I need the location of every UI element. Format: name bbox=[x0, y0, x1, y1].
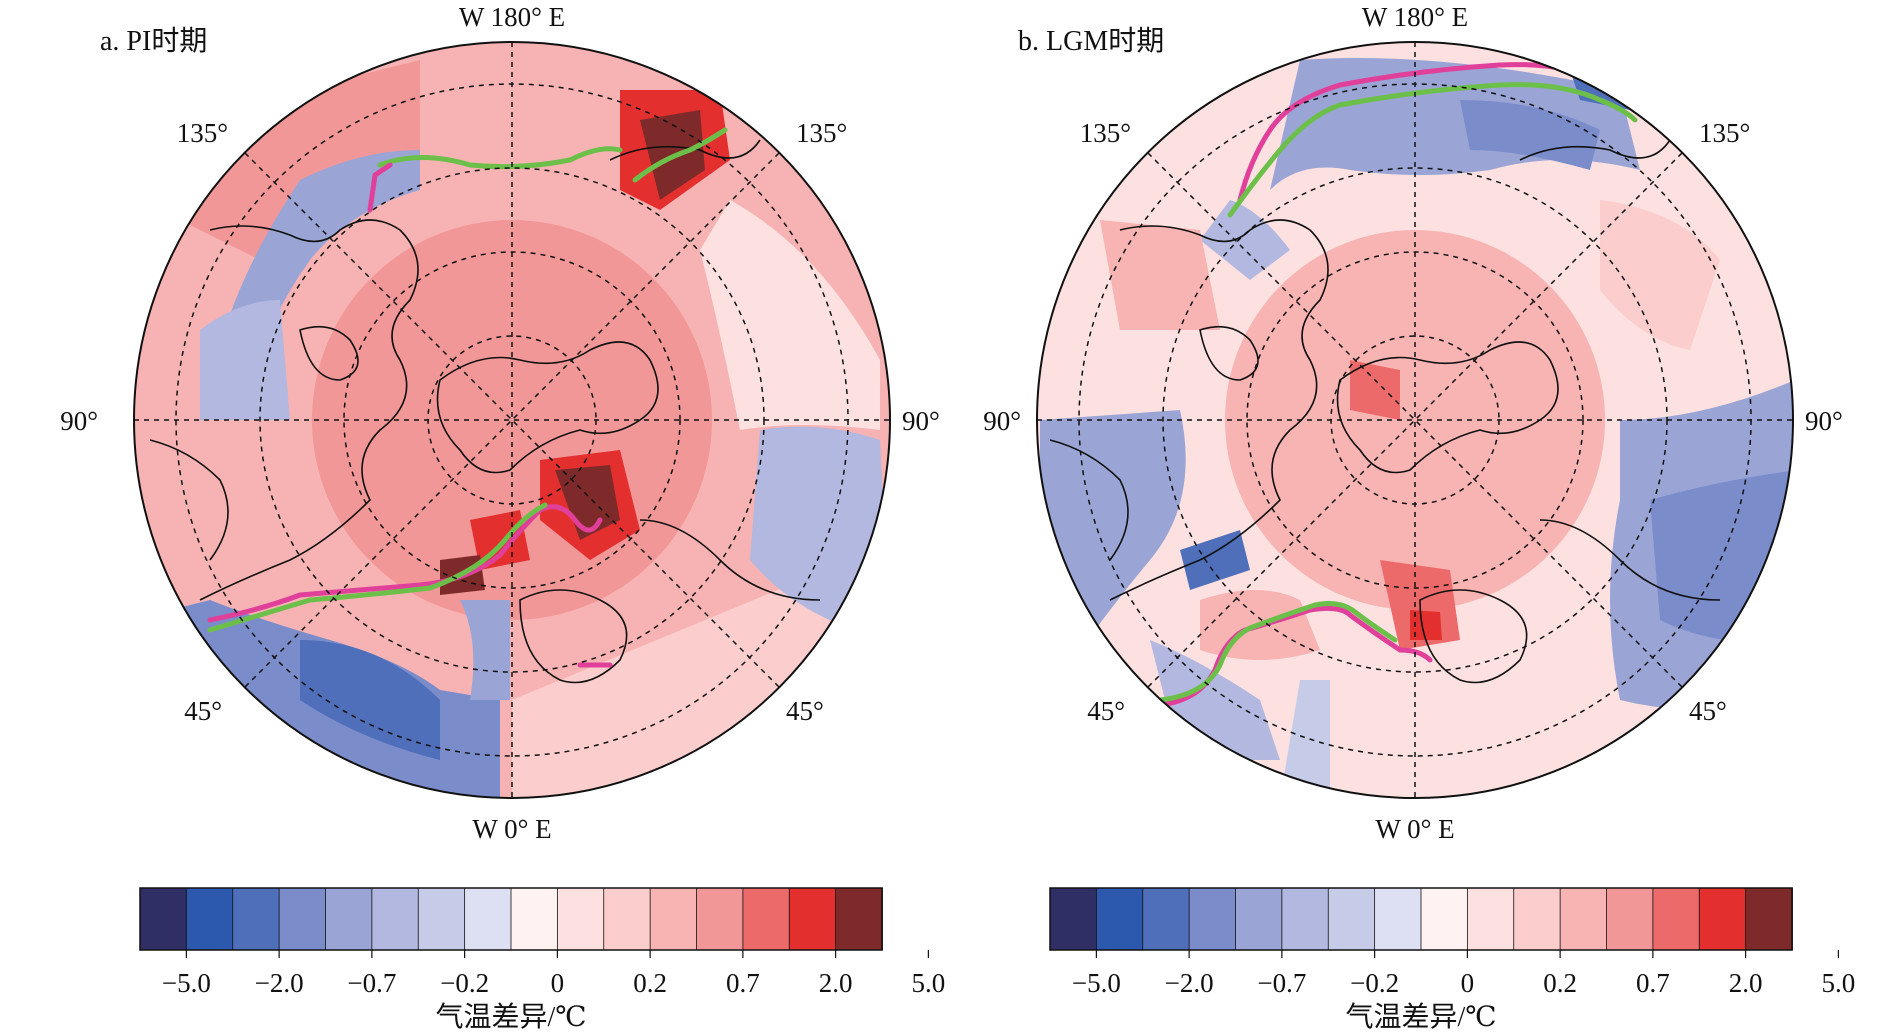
colorbar-swatch bbox=[788, 887, 837, 951]
panel-b-label-right: 90° bbox=[1805, 406, 1843, 436]
panel-a-label-right: 90° bbox=[902, 406, 940, 436]
panel-a-colorbar: −5.0 −2.0 −0.7 −0.2 0 0.2 0.7 2.0 5.0 气温差异/℃ bbox=[139, 887, 945, 1033]
panel-a-label-top: W 180° E bbox=[459, 2, 565, 32]
panel-b-label-bottom: W 0° E bbox=[1375, 814, 1454, 844]
colorbar-tick-label: −2.0 bbox=[255, 968, 304, 998]
panel-a-colorbar-ticks: −5.0 −2.0 −0.7 −0.2 0 0.2 0.7 2.0 5.0 bbox=[162, 950, 945, 998]
colorbar-swatch bbox=[742, 887, 791, 951]
panel-a-colorbar-unit: 气温差异/℃ bbox=[435, 1001, 586, 1033]
panel-b-colorbar-frame bbox=[1049, 887, 1793, 951]
colorbar-tick-label: 0.2 bbox=[633, 968, 667, 998]
panel-b-frame bbox=[1036, 41, 1794, 799]
colorbar-tick-label: −5.0 bbox=[162, 968, 211, 998]
panel-a: a. PI时期 bbox=[60, 2, 945, 1033]
panel-b-label-lower-right: 45° bbox=[1689, 696, 1727, 726]
colorbar-swatch bbox=[1374, 887, 1422, 951]
colorbar-tick-label: −5.0 bbox=[1072, 968, 1121, 998]
colorbar-swatch bbox=[1466, 887, 1515, 951]
panel-b-label-upper-left: 135° bbox=[1080, 118, 1131, 148]
colorbar-swatch bbox=[185, 887, 234, 951]
colorbar-tick-label: −0.2 bbox=[1350, 968, 1399, 998]
panel-a-map bbox=[133, 41, 891, 799]
panel-b-graticule bbox=[1037, 42, 1793, 798]
panel-b-label-lower-left: 45° bbox=[1087, 696, 1125, 726]
colorbar-tick-label: 2.0 bbox=[1729, 968, 1763, 998]
panel-a-label-bottom: W 0° E bbox=[472, 814, 551, 844]
colorbar-swatch bbox=[1049, 887, 1098, 951]
colorbar-swatch bbox=[1095, 887, 1144, 951]
colorbar-tick-label: −0.7 bbox=[347, 968, 396, 998]
colorbar-swatch bbox=[1188, 887, 1237, 951]
colorbar-tick-label: 5.0 bbox=[1822, 968, 1856, 998]
colorbar-swatch bbox=[1698, 887, 1747, 951]
panel-a-frame bbox=[133, 41, 891, 799]
colorbar-swatch bbox=[510, 887, 559, 951]
colorbar-swatch bbox=[1327, 887, 1376, 951]
panel-b-colorbar-unit: 气温差异/℃ bbox=[1345, 1001, 1496, 1033]
panel-a-label-upper-left: 135° bbox=[177, 118, 228, 148]
panel-a-graticule bbox=[134, 42, 890, 798]
colorbar-tick-label: 0.7 bbox=[1636, 968, 1670, 998]
colorbar-swatch bbox=[1606, 887, 1654, 951]
panel-b-colorbar-swatches bbox=[1049, 887, 1793, 951]
panel-b: b. LGM时期 bbox=[983, 2, 1855, 1033]
panel-b-map bbox=[1036, 41, 1794, 799]
colorbar-swatch bbox=[1142, 887, 1191, 951]
colorbar-swatch bbox=[1745, 887, 1793, 951]
colorbar-swatch bbox=[835, 887, 883, 951]
colorbar-swatch bbox=[278, 887, 327, 951]
colorbar-tick-label: −0.2 bbox=[440, 968, 489, 998]
panel-b-colorbar-ticks: −5.0 −2.0 −0.7 −0.2 0 0.2 0.7 2.0 5.0 bbox=[1072, 950, 1855, 998]
colorbar-swatch bbox=[1652, 887, 1701, 951]
colorbar-swatch bbox=[232, 887, 281, 951]
colorbar-swatch bbox=[1559, 887, 1608, 951]
panel-a-title: a. PI时期 bbox=[100, 25, 207, 57]
colorbar-tick-label: 0 bbox=[1461, 968, 1475, 998]
colorbar-swatch bbox=[649, 887, 698, 951]
colorbar-swatch bbox=[1513, 887, 1562, 951]
colorbar-tick-label: 0 bbox=[551, 968, 565, 998]
colorbar-swatch bbox=[325, 887, 373, 951]
colorbar-swatch bbox=[464, 887, 512, 951]
colorbar-swatch bbox=[556, 887, 605, 951]
colorbar-tick-label: −2.0 bbox=[1165, 968, 1214, 998]
panel-a-label-upper-right: 135° bbox=[796, 118, 847, 148]
colorbar-swatch bbox=[417, 887, 466, 951]
colorbar-swatch bbox=[696, 887, 744, 951]
panel-b-label-upper-right: 135° bbox=[1699, 118, 1750, 148]
panel-b-label-left: 90° bbox=[983, 406, 1021, 436]
colorbar-tick-label: 0.2 bbox=[1543, 968, 1577, 998]
colorbar-swatch bbox=[139, 887, 188, 951]
colorbar-swatch bbox=[1281, 887, 1330, 951]
panel-a-label-lower-right: 45° bbox=[786, 696, 824, 726]
colorbar-tick-label: 5.0 bbox=[912, 968, 946, 998]
panel-a-label-left: 90° bbox=[60, 406, 98, 436]
panel-b-label-top: W 180° E bbox=[1362, 2, 1468, 32]
colorbar-swatch bbox=[1235, 887, 1283, 951]
colorbar-tick-label: 2.0 bbox=[819, 968, 853, 998]
panel-a-colorbar-frame bbox=[139, 887, 883, 951]
colorbar-swatch bbox=[1420, 887, 1469, 951]
colorbar-tick-label: 0.7 bbox=[726, 968, 760, 998]
panel-a-colorbar-swatches bbox=[139, 887, 883, 951]
colorbar-tick-label: −0.7 bbox=[1257, 968, 1306, 998]
panel-a-label-lower-left: 45° bbox=[184, 696, 222, 726]
panel-b-colorbar: −5.0 −2.0 −0.7 −0.2 0 0.2 0.7 2.0 5.0 气温差异/℃ bbox=[1049, 887, 1855, 1033]
panel-b-title: b. LGM时期 bbox=[1018, 25, 1164, 57]
colorbar-swatch bbox=[603, 887, 652, 951]
colorbar-swatch bbox=[371, 887, 420, 951]
